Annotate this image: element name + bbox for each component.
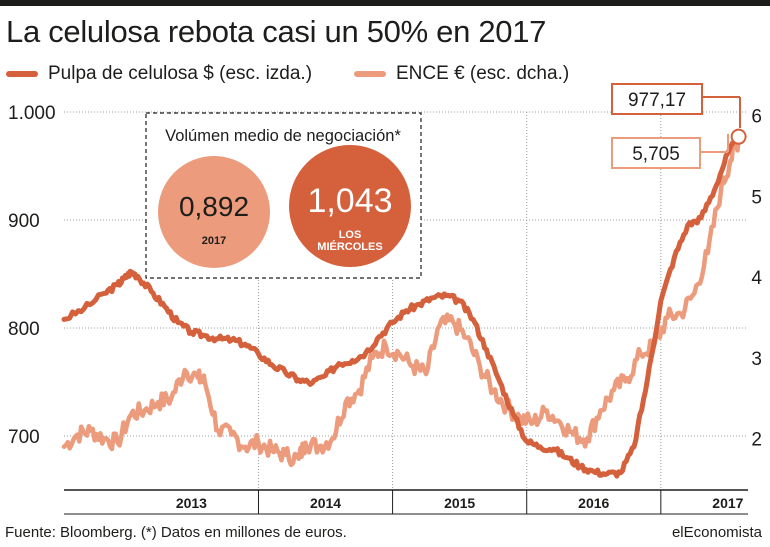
bubble-miercoles-value: 1,043 [307, 182, 392, 220]
legend-swatch-ence [354, 71, 386, 77]
left-tick-label: 1.000 [8, 103, 56, 124]
x-tick-label: 2013 [176, 495, 207, 511]
annot-left-box [611, 83, 703, 115]
inset-title: Volúmen medio de negociación* [165, 127, 401, 145]
bubble-miercoles-label-line: LOS [339, 229, 362, 241]
bubble-2017-label: 2017 [202, 235, 226, 247]
end-annotations: 977,17 5,705 [611, 83, 747, 169]
inset-box: Volúmen medio de negociación* 0,892 2017… [145, 112, 422, 279]
right-tick-label: 2 [751, 430, 762, 451]
right-tick-label: 3 [751, 349, 762, 370]
right-tick-label: 5 [751, 187, 762, 208]
x-axis: 2013 2014 2015 2016 2017 [64, 489, 748, 515]
legend-item-ence: ENCE € (esc. dcha.) [354, 63, 569, 85]
annot-left-value: 977,17 [628, 90, 686, 111]
line-ence [61, 137, 741, 468]
series-lines [61, 134, 742, 479]
legend-label-ence: ENCE € (esc. dcha.) [396, 63, 570, 84]
legend-item-pulpa: Pulpa de celulosa $ (esc. izda.) [6, 63, 312, 85]
annot-right-box [611, 137, 701, 169]
bubble-miercoles [289, 145, 411, 267]
x-tick-label: 2014 [310, 495, 341, 511]
bubble-miercoles-label-line: MIÉRCOLES [317, 240, 382, 253]
bubble-2017 [158, 156, 270, 268]
right-tick-label: 6 [751, 107, 762, 128]
bubble-2017-value: 0,892 [179, 191, 249, 222]
right-tick-label: 4 [751, 268, 762, 289]
source-note: Fuente: Bloomberg. (*) Datos en millones… [5, 524, 347, 541]
top-rule [0, 0, 770, 6]
left-axis-ticks: 700 800 900 1.000 [8, 103, 56, 448]
legend-swatch-pulpa [6, 71, 38, 77]
chart-title: La celulosa rebota casi un 50% en 2017 [6, 14, 547, 49]
right-axis-ticks: 2 3 4 5 6 [751, 107, 762, 451]
legend-label-pulpa: Pulpa de celulosa $ (esc. izda.) [48, 63, 313, 84]
end-point-marker [730, 128, 747, 145]
brand-name: elEconomista [671, 524, 762, 541]
bubble-miercoles-label: LOS MIÉRCOLES [317, 229, 382, 253]
left-tick-label: 900 [8, 211, 40, 232]
line-pulpa [61, 134, 742, 479]
x-tick-label: 2017 [712, 495, 743, 511]
left-tick-label: 700 [8, 427, 40, 448]
annot-right-value: 5,705 [632, 144, 680, 165]
x-tick-label: 2016 [578, 495, 609, 511]
left-tick-label: 800 [8, 319, 40, 340]
x-tick-label: 2015 [444, 495, 475, 511]
